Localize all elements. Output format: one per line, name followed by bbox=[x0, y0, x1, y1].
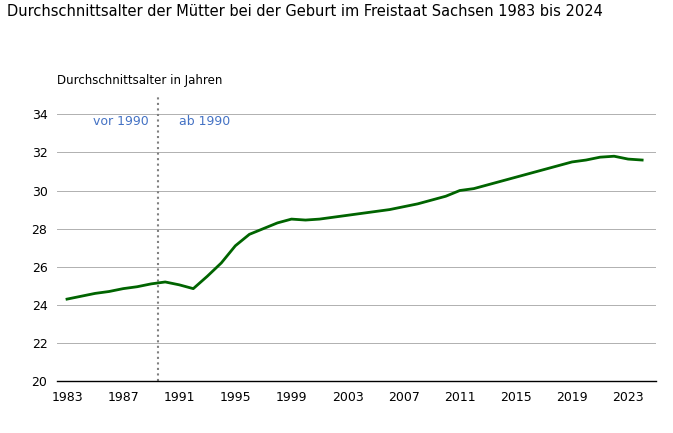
Text: vor 1990: vor 1990 bbox=[93, 116, 148, 129]
Text: ab 1990: ab 1990 bbox=[179, 116, 230, 129]
Text: Durchschnittsalter in Jahren: Durchschnittsalter in Jahren bbox=[57, 74, 223, 87]
Text: Durchschnittsalter der Mütter bei der Geburt im Freistaat Sachsen 1983 bis 2024: Durchschnittsalter der Mütter bei der Ge… bbox=[7, 4, 602, 19]
